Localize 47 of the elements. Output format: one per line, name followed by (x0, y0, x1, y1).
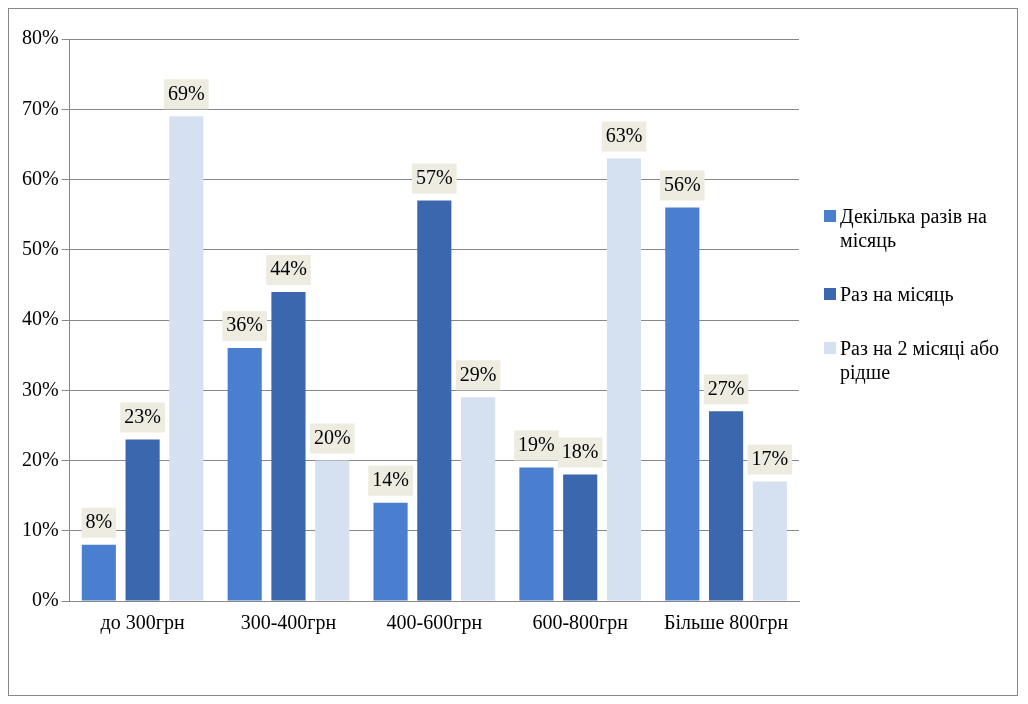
legend-label: Раз на 2 місяці або рідше (840, 336, 1001, 384)
text: 44% (270, 257, 307, 280)
y-tick-label: 0% (31, 588, 59, 611)
text: 20% (313, 425, 351, 448)
y-tick-label: 20% (21, 447, 59, 470)
bar (81, 544, 116, 601)
y-tick-label: 40% (21, 307, 59, 330)
text: 19% (518, 432, 555, 455)
bar (169, 116, 204, 601)
bar (752, 481, 787, 601)
text: 63% (605, 123, 643, 146)
text: 23% (124, 404, 161, 427)
y-tick-label: 60% (21, 166, 59, 189)
x-tick-label: 300-400грн (240, 611, 337, 635)
legend-label: Раз на місяць (840, 282, 954, 306)
text: 18% (561, 439, 599, 462)
text: 29% (459, 362, 497, 385)
y-tick-label: 80% (21, 26, 59, 49)
bar (709, 411, 744, 601)
text: 8% (85, 510, 113, 533)
bar (665, 207, 700, 601)
y-tick-label: 70% (21, 96, 59, 119)
bar (271, 291, 306, 601)
bar (417, 200, 452, 601)
bar (563, 474, 598, 601)
y-tick-label: 30% (21, 377, 59, 400)
text: 69% (168, 81, 205, 104)
bar (315, 460, 350, 601)
text: 56% (663, 172, 701, 195)
x-tick-label: Більше 800грн (663, 611, 789, 635)
text: 14% (372, 467, 409, 490)
bar (373, 502, 408, 601)
bar (519, 467, 554, 601)
text: 17% (751, 446, 789, 469)
bar (461, 397, 496, 601)
text: 57% (415, 165, 453, 188)
text: 27% (707, 376, 745, 399)
bar (125, 439, 160, 601)
text: 36% (226, 313, 264, 336)
x-tick-label: 400-600грн (386, 611, 483, 635)
bar (606, 158, 642, 601)
y-tick-label: 50% (21, 237, 59, 259)
x-tick-label: 600-800грн (532, 611, 629, 635)
legend-label: Декілька разів на місяць (840, 204, 988, 252)
x-tick-label: до 300грн (100, 611, 185, 635)
y-tick-label: 10% (21, 518, 59, 540)
bar (227, 348, 262, 601)
